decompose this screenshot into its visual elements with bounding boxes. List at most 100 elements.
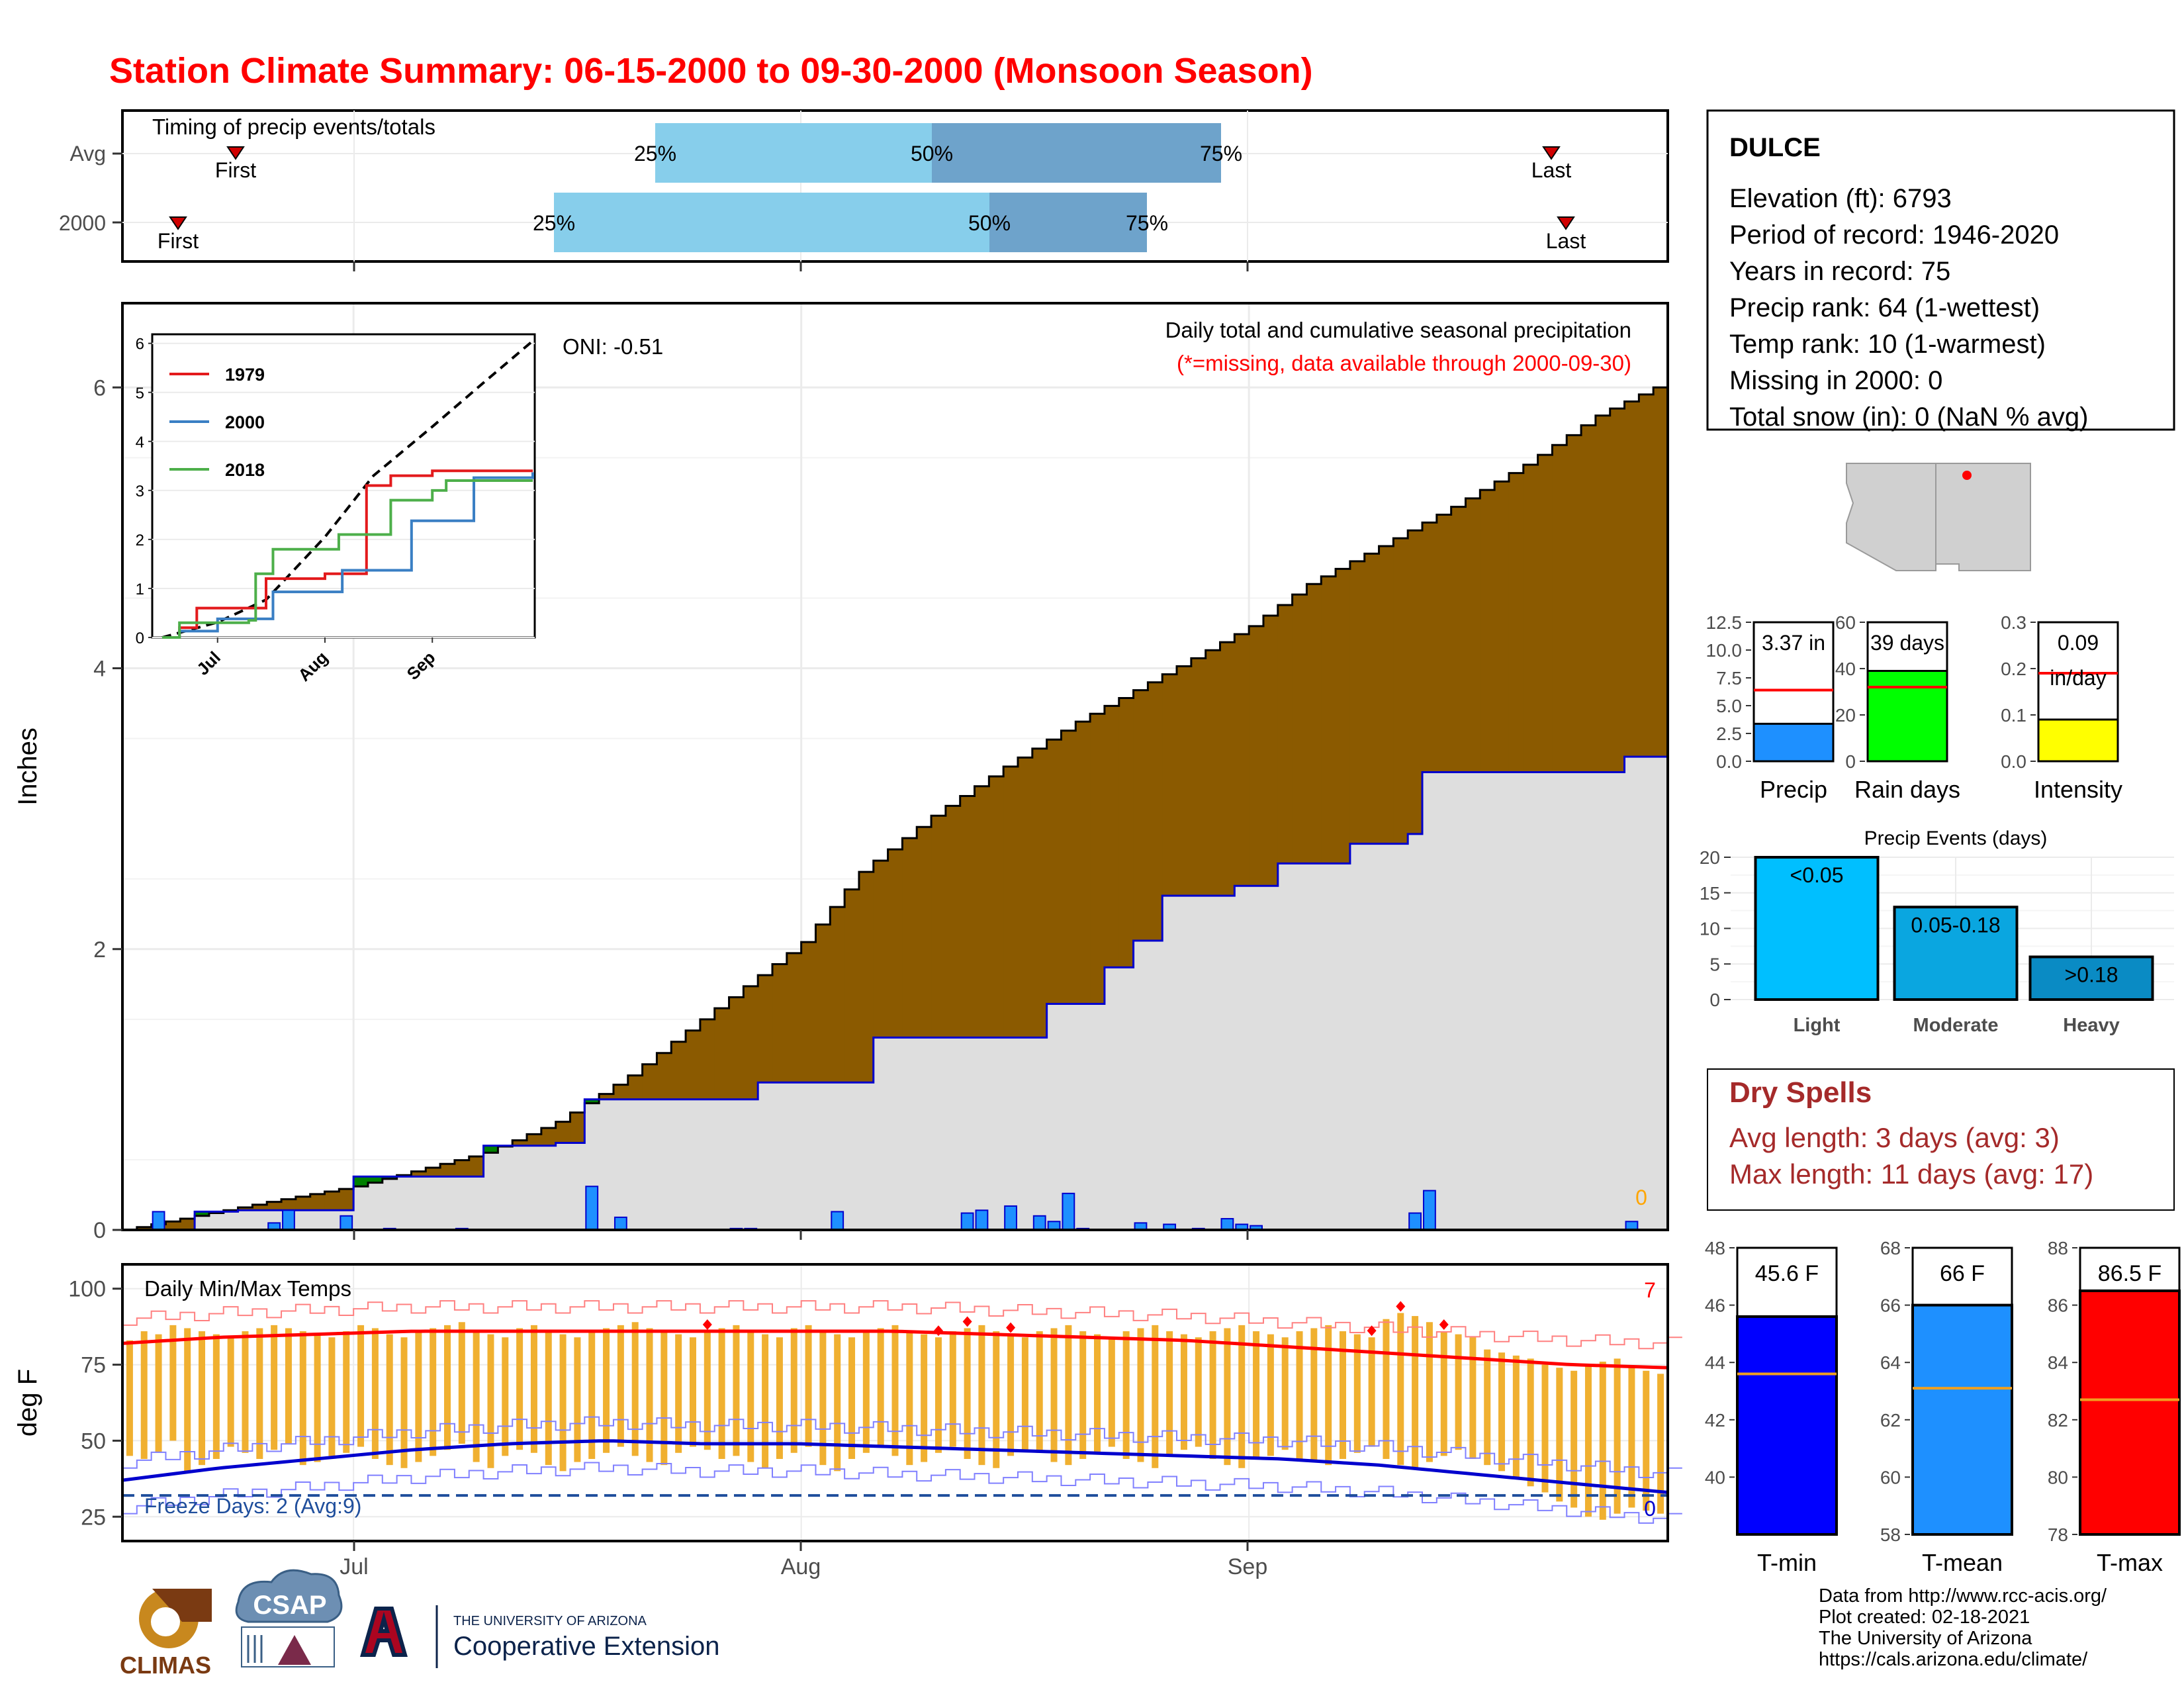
precip-departure-fill bbox=[1177, 666, 1192, 896]
precip-departure-fill bbox=[627, 1075, 643, 1100]
precip-departure-fill bbox=[1292, 594, 1307, 864]
mini-bar-tick-label: 12.5 bbox=[1706, 612, 1743, 633]
temp-range-bar bbox=[1383, 1319, 1390, 1459]
temp-bar-tick-label: 48 bbox=[1705, 1238, 1725, 1258]
csap-logo-text: CSAP bbox=[253, 1591, 326, 1620]
temp-bar-tick-label: 80 bbox=[2048, 1467, 2068, 1487]
university-of-arizona-logo: THE UNIVERSITY OF ARIZONA Cooperative Ex… bbox=[360, 1605, 719, 1668]
timing-avg-last: Last bbox=[1531, 158, 1572, 182]
record-high-marker bbox=[1367, 1325, 1377, 1336]
temp-range-bar bbox=[978, 1325, 985, 1466]
temp-range-bar bbox=[819, 1331, 827, 1466]
temp-range-bar bbox=[314, 1334, 321, 1462]
inset-y-tick-label: 3 bbox=[136, 483, 144, 500]
precip-departure-fill bbox=[180, 1219, 195, 1230]
temp-range-bar bbox=[1426, 1322, 1433, 1462]
mini-bar-value-rain-days: 39 days bbox=[1870, 631, 1944, 655]
precip-departure-fill bbox=[1523, 464, 1539, 773]
precip-departure-fill bbox=[1321, 576, 1336, 864]
temp-bar-tick-label: 62 bbox=[1880, 1410, 1901, 1430]
ua-name-small: THE UNIVERSITY OF ARIZONA bbox=[453, 1614, 647, 1628]
precip-departure-fill bbox=[1552, 445, 1567, 773]
temp-range-bar bbox=[256, 1328, 263, 1459]
precip-departure-fill bbox=[917, 827, 932, 1038]
precip-y-axis: 0 2 4 6 bbox=[93, 375, 122, 1243]
temp-range-bar bbox=[776, 1337, 783, 1459]
precip-departure-fill bbox=[599, 1094, 614, 1100]
daily-precip-bar bbox=[1004, 1205, 1017, 1231]
precip-departure-fill bbox=[1104, 706, 1120, 968]
temp-bar-tick-label: 88 bbox=[2048, 1238, 2068, 1258]
temp-range-bar bbox=[212, 1334, 220, 1459]
precip-departure-fill bbox=[1205, 650, 1221, 896]
temp-bar-value-t-max: 86.5 F bbox=[2098, 1261, 2161, 1286]
temp-range-bar bbox=[1007, 1334, 1015, 1456]
temp-range-bar bbox=[1209, 1331, 1216, 1459]
precip-departure-fill bbox=[1451, 506, 1466, 773]
temperature-summary-bars: 40 42 44 46 48 45.6 F T-min 58 60 62 64 66 68 66 F T-m… bbox=[1705, 1238, 2181, 1576]
precip-departure-fill bbox=[1653, 387, 1668, 757]
mini-bar-tick-label: 2.5 bbox=[1716, 724, 1742, 744]
temp-bar-tick-label: 82 bbox=[2048, 1410, 2068, 1430]
mini-bar-value-intensity: 0.09 bbox=[2058, 631, 2099, 655]
temp-bar-value-t-mean: 66 F bbox=[1940, 1261, 1985, 1286]
mini-bar-tick-label: 40 bbox=[1835, 659, 1856, 679]
temp-range-bar bbox=[545, 1331, 552, 1466]
temp-range-bar bbox=[862, 1331, 870, 1453]
precip-departure-fill bbox=[1162, 674, 1177, 896]
mini-bar-value-precip: 3.37 in bbox=[1762, 631, 1825, 655]
temp-range-bar bbox=[949, 1331, 956, 1447]
temp-range-bar bbox=[299, 1331, 306, 1466]
temp-range-bar bbox=[140, 1331, 148, 1459]
month-label-jul: Jul bbox=[340, 1554, 368, 1579]
cold-days-count: 0 bbox=[1644, 1497, 1656, 1521]
inset-line-1979 bbox=[162, 469, 533, 639]
temp-range-bar bbox=[444, 1325, 451, 1450]
station-location-dot bbox=[1962, 471, 1972, 480]
precip-departure-fill bbox=[1032, 748, 1048, 1038]
inset-y-tick-label: 0 bbox=[136, 630, 144, 647]
legend-label-2000: 2000 bbox=[225, 412, 265, 432]
precip-departure-fill bbox=[1408, 530, 1423, 834]
temp-range-bar bbox=[1628, 1368, 1635, 1508]
temp-range-bar bbox=[357, 1325, 365, 1447]
events-bar-range: 0.05-0.18 bbox=[1911, 913, 2000, 937]
temp-range-bar bbox=[1152, 1325, 1159, 1468]
temp-range-bar bbox=[1643, 1370, 1650, 1511]
month-label-sep: Sep bbox=[1228, 1554, 1268, 1579]
temp-range-bar bbox=[1556, 1368, 1563, 1502]
precip-departure-fill bbox=[310, 1194, 326, 1211]
mini-bar-intensity bbox=[2037, 718, 2119, 763]
precip-departure-fill bbox=[1494, 481, 1510, 773]
locator-map bbox=[1843, 460, 2035, 571]
temp-range-bar bbox=[271, 1325, 278, 1450]
temp-range-bar bbox=[242, 1331, 249, 1453]
precip-departure-fill bbox=[729, 997, 744, 1100]
mini-bar-precip bbox=[1752, 722, 1835, 763]
precip-departure-fill bbox=[1234, 634, 1250, 886]
daily-precip-bar bbox=[1220, 1218, 1234, 1231]
temp-range-bar bbox=[1614, 1358, 1621, 1514]
temp-range-bar bbox=[1527, 1358, 1534, 1487]
events-bar-range: <0.05 bbox=[1790, 863, 1844, 887]
precip-average-line bbox=[122, 386, 1668, 1231]
mini-bar-tick-label: 0.0 bbox=[1716, 751, 1742, 772]
temp-range-bar bbox=[155, 1334, 162, 1453]
temp-range-bar bbox=[675, 1334, 682, 1453]
precip-departure-fill bbox=[469, 1156, 484, 1177]
station-info-box: DULCE Elevation (ft): 6793 Period of rec… bbox=[1706, 109, 2175, 432]
record-high-marker bbox=[933, 1325, 943, 1336]
precip-departure-fill bbox=[743, 986, 758, 1100]
temperature-panel: Daily Min/Max Temps Freeze Days: 2 (Avg:… bbox=[13, 1263, 1682, 1579]
temp-range-bar bbox=[834, 1334, 841, 1472]
legend-label-2018: 2018 bbox=[225, 460, 265, 480]
temp-range-bar bbox=[1021, 1337, 1028, 1450]
precip-departure-fill bbox=[339, 1189, 354, 1211]
temp-range-bar bbox=[1079, 1331, 1087, 1459]
timing-panel: Timing of precip events/totals 25% 50% 7… bbox=[59, 109, 1669, 271]
precip-departure-fill bbox=[989, 776, 1004, 1038]
precip-departure-fill bbox=[238, 1207, 253, 1211]
timing-2000-p75: 75% bbox=[1126, 211, 1168, 235]
temp-range-bar bbox=[1339, 1331, 1346, 1459]
timing-avg-p25: 25% bbox=[634, 142, 676, 165]
